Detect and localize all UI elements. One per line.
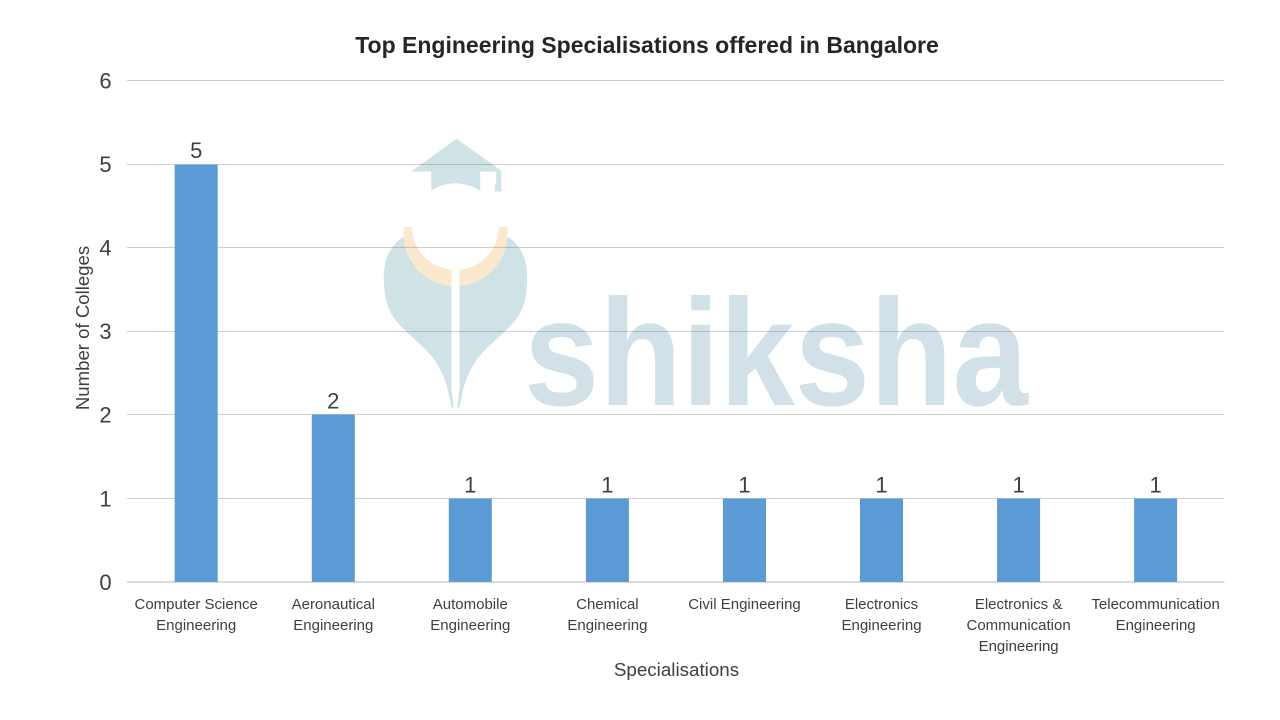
- svg-text:1: 1: [1149, 472, 1161, 497]
- svg-text:Engineering: Engineering: [567, 617, 647, 634]
- svg-text:3: 3: [99, 319, 111, 344]
- svg-text:Engineering: Engineering: [430, 617, 510, 634]
- svg-text:shiksha: shiksha: [524, 269, 1029, 438]
- svg-text:1: 1: [464, 472, 476, 497]
- svg-text:2: 2: [327, 389, 339, 414]
- svg-text:Engineering: Engineering: [979, 638, 1059, 655]
- svg-text:Electronics: Electronics: [845, 596, 918, 613]
- svg-text:1: 1: [738, 472, 750, 497]
- svg-text:Electronics &: Electronics &: [975, 596, 1063, 613]
- svg-text:1: 1: [601, 472, 613, 497]
- svg-text:5: 5: [190, 138, 202, 163]
- svg-text:Top Engineering Specialisation: Top Engineering Specialisations offered …: [355, 32, 939, 58]
- svg-text:Engineering: Engineering: [1116, 617, 1196, 634]
- svg-text:Communication: Communication: [966, 617, 1070, 634]
- svg-text:Aeronautical: Aeronautical: [292, 596, 375, 613]
- svg-text:Number of Colleges: Number of Colleges: [72, 246, 93, 410]
- svg-text:Civil Engineering: Civil Engineering: [688, 596, 801, 613]
- svg-text:1: 1: [875, 472, 887, 497]
- svg-text:Engineering: Engineering: [293, 617, 373, 634]
- svg-text:Specialisations: Specialisations: [614, 659, 739, 680]
- svg-text:Engineering: Engineering: [841, 617, 921, 634]
- svg-text:2: 2: [99, 403, 111, 428]
- svg-text:4: 4: [99, 236, 111, 261]
- svg-text:0: 0: [99, 570, 111, 595]
- svg-text:1: 1: [1012, 472, 1024, 497]
- svg-text:Engineering: Engineering: [156, 617, 236, 634]
- svg-text:Automobile: Automobile: [433, 596, 508, 613]
- svg-text:Computer Science: Computer Science: [134, 596, 257, 613]
- svg-text:5: 5: [99, 152, 111, 177]
- svg-text:Chemical: Chemical: [576, 596, 639, 613]
- svg-text:Telecommunication: Telecommunication: [1091, 596, 1219, 613]
- svg-text:1: 1: [99, 486, 111, 511]
- svg-text:6: 6: [99, 69, 111, 94]
